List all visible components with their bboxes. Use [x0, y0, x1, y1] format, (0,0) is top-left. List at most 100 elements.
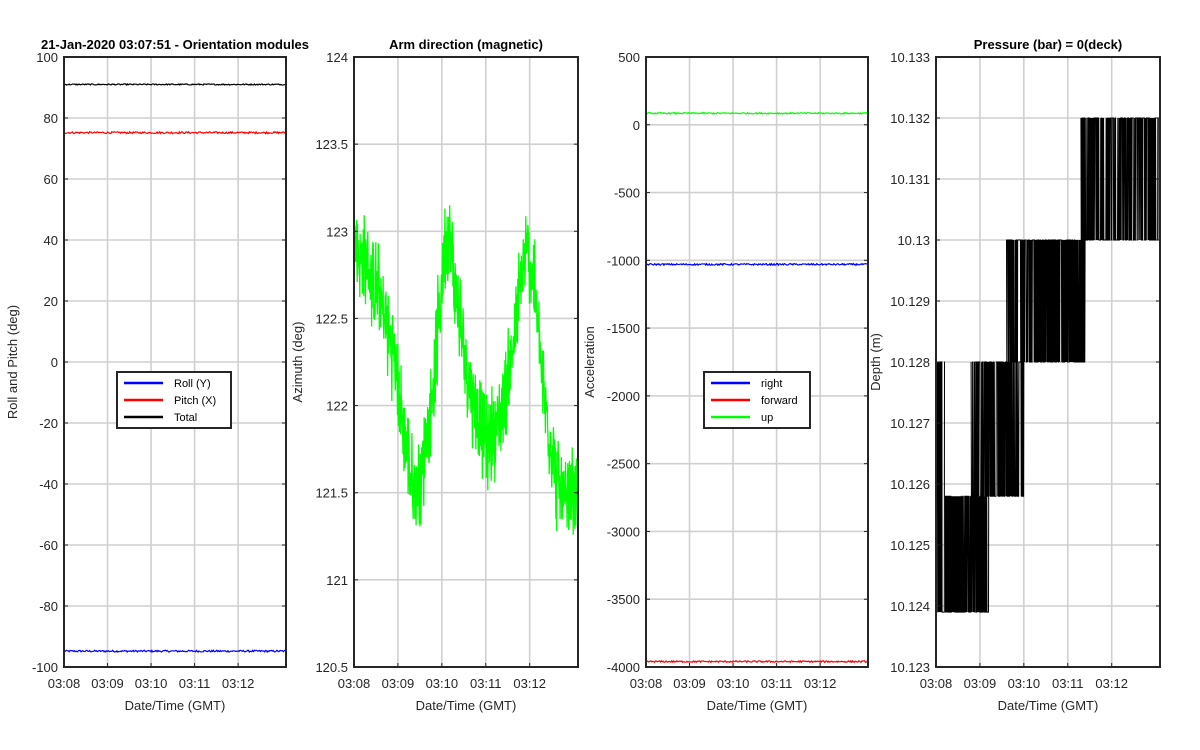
y-tick-label: 10.125	[890, 538, 930, 553]
y-tick-label: 10.124	[890, 599, 930, 614]
y-tick-label: 20	[44, 294, 58, 309]
series-line-2-1	[354, 205, 578, 535]
y-tick-label: -2500	[607, 457, 640, 472]
chart-panel-2: 124 123.5 123 122.5 122 121.5 121 120.503:08 03:…	[290, 37, 579, 713]
x-tick-label: 03:11	[179, 676, 211, 691]
x-tick-label: 03:10	[135, 676, 168, 691]
y-tick-label: 10.13	[897, 233, 930, 248]
y-tick-label: 122	[326, 399, 348, 414]
y-tick-label: 120.5	[315, 660, 348, 675]
y-tick-label: 10.132	[890, 111, 930, 126]
y-tick-label: 100	[36, 50, 58, 65]
x-tick-label: 03:11	[1052, 676, 1084, 691]
legend-label: right	[761, 378, 782, 390]
y-tick-label: 10.133	[890, 50, 930, 65]
x-tick-label: 03:10	[1008, 676, 1041, 691]
legend-label: Roll (Y)	[174, 378, 211, 390]
y-tick-label: 124	[326, 50, 348, 65]
y-tick-label: -20	[39, 416, 58, 431]
x-axis-label: Date/Time (GMT)	[125, 698, 226, 713]
x-tick-label: 03:10	[717, 676, 750, 691]
series-band-4	[1006, 239, 1086, 363]
y-tick-label: 10.126	[890, 477, 930, 492]
x-tick-label: 03:08	[920, 676, 953, 691]
y-axis-label: Acceleration	[582, 326, 597, 398]
x-tick-label: 03:09	[382, 676, 415, 691]
chart-title: Pressure (bar) = 0(deck)	[974, 37, 1122, 52]
series-band-5	[1080, 117, 1160, 241]
chart-panel-4: 10.133 10.132 10.131 10.13 10.129 10.128 10.12…	[868, 37, 1161, 713]
y-tick-label: -1500	[607, 321, 640, 336]
x-tick-label: 03:09	[673, 676, 706, 691]
series-line-roll-y	[64, 649, 286, 654]
x-tick-label: 03:12	[222, 676, 255, 691]
y-tick-label: -40	[39, 477, 58, 492]
series-line-right	[646, 262, 868, 267]
y-tick-label: 10.131	[890, 172, 930, 187]
y-tick-label: -4000	[607, 660, 640, 675]
series-band-2	[944, 495, 990, 613]
legend-label: Pitch (X)	[174, 395, 216, 407]
y-axis-label: Roll and Pitch (deg)	[5, 305, 20, 419]
y-tick-label: 10.128	[890, 355, 930, 370]
legend: Roll (Y) Pitch (X) Total	[116, 371, 232, 429]
y-tick-label: -60	[39, 538, 58, 553]
y-tick-label: -3000	[607, 524, 640, 539]
y-tick-label: 0	[51, 355, 58, 370]
y-axis-label: Azimuth (deg)	[290, 322, 305, 403]
series-line-forward	[646, 659, 868, 664]
y-tick-label: -1000	[607, 253, 640, 268]
chart-panel-3: 500 0 -500 -1000 -1500 -2000 -2500 -3000 -3500 -4…	[582, 50, 869, 713]
series-group	[64, 82, 286, 654]
series-line-total	[64, 82, 286, 87]
y-tick-label: 122.5	[315, 311, 348, 326]
y-tick-label: 10.129	[890, 294, 930, 309]
x-tick-label: 03:08	[48, 676, 81, 691]
x-axis-label: Date/Time (GMT)	[707, 698, 808, 713]
legend-label: forward	[761, 395, 798, 407]
y-tick-label: -100	[32, 660, 58, 675]
x-axis-label: Date/Time (GMT)	[416, 698, 517, 713]
y-tick-label: 80	[44, 111, 58, 126]
y-tick-label: 10.127	[890, 416, 930, 431]
legend-label: up	[761, 412, 773, 424]
series-group	[354, 205, 578, 535]
series-band-3	[970, 361, 1025, 497]
y-tick-label: 121.5	[315, 486, 348, 501]
x-tick-label: 03:12	[513, 676, 546, 691]
x-axis-label: Date/Time (GMT)	[998, 698, 1099, 713]
y-tick-label: 123	[326, 224, 348, 239]
y-tick-label: -2000	[607, 389, 640, 404]
x-tick-label: 03:09	[91, 676, 124, 691]
legend-label: Total	[174, 412, 197, 424]
y-tick-label: -80	[39, 599, 58, 614]
x-tick-label: 03:08	[630, 676, 663, 691]
y-tick-label: 500	[618, 50, 640, 65]
y-tick-label: 10.123	[890, 660, 930, 675]
y-axis-label: Depth (m)	[868, 333, 883, 391]
x-tick-label: 03:12	[804, 676, 837, 691]
axes-box	[645, 56, 869, 668]
y-tick-label: 0	[633, 118, 640, 133]
x-tick-label: 03:10	[426, 676, 459, 691]
chart-title: 21-Jan-2020 03:07:51 - Orientation modul…	[41, 37, 309, 52]
y-tick-label: -3500	[607, 592, 640, 607]
x-tick-label: 03:11	[761, 676, 793, 691]
y-tick-label: 121	[326, 573, 348, 588]
series-group	[646, 111, 868, 664]
x-tick-label: 03:08	[338, 676, 371, 691]
legend: right forward up	[703, 371, 811, 429]
x-tick-label: 03:11	[470, 676, 502, 691]
y-tick-label: 40	[44, 233, 58, 248]
y-tick-label: -500	[614, 186, 640, 201]
series-line-up	[646, 111, 868, 115]
axes-box	[353, 56, 579, 668]
chart-title: Arm direction (magnetic)	[389, 37, 543, 52]
y-tick-label: 123.5	[315, 137, 348, 152]
series-line-pitch-x	[64, 130, 286, 135]
y-tick-label: 60	[44, 172, 58, 187]
x-tick-label: 03:09	[964, 676, 997, 691]
